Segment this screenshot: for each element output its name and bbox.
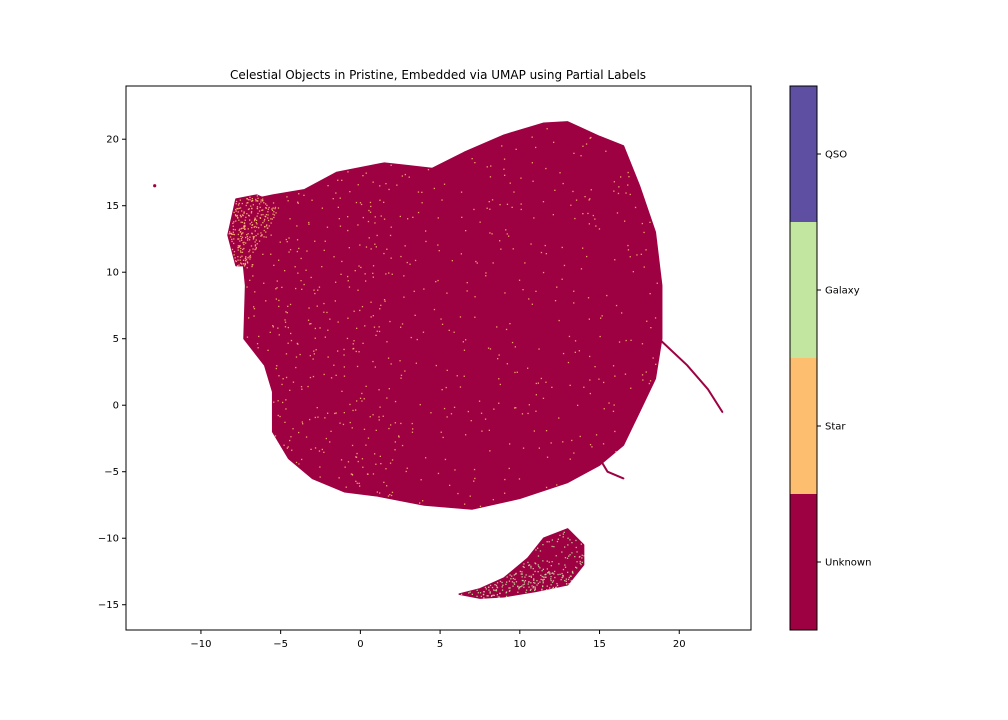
x-tick-label: 20: [673, 639, 686, 650]
x-tick-label: −5: [273, 639, 288, 650]
colorbar-label-galaxy: Galaxy: [825, 286, 860, 297]
colorbar: Unknown Star Galaxy QSO: [789, 85, 871, 631]
y-tick-label: −5: [104, 467, 119, 478]
x-tick-label: −10: [190, 639, 211, 650]
streak-2: [598, 457, 625, 480]
cluster-isolated-point: [153, 184, 157, 188]
y-axis: −15 −10 −5 0 5 10 15 20: [98, 135, 126, 611]
speckles-galaxy-lower-island: [460, 531, 585, 599]
colorbar-label-star: Star: [825, 422, 846, 433]
x-tick-label: 5: [437, 639, 443, 650]
colorbar-swatch-qso: [790, 86, 817, 222]
y-tick-label: 10: [106, 268, 119, 279]
y-tick-label: −15: [98, 600, 119, 611]
y-tick-label: 20: [106, 135, 119, 146]
x-tick-label: 0: [357, 639, 363, 650]
colorbar-label-unknown: Unknown: [825, 558, 871, 569]
streak-1: [660, 340, 724, 413]
colorbar-swatch-unknown: [790, 494, 817, 630]
chart-title: Celestial Objects in Pristine, Embedded …: [230, 68, 646, 82]
colorbar-swatch-star: [790, 358, 817, 494]
cluster-main: [240, 121, 663, 510]
y-tick-label: 0: [113, 401, 119, 412]
y-tick-label: 15: [106, 201, 119, 212]
colorbar-swatch-galaxy: [790, 222, 817, 358]
scatter-layer: [153, 121, 724, 599]
colorbar-label-qso: QSO: [825, 150, 847, 161]
x-tick-label: 15: [593, 639, 606, 650]
plot-area: −10 −5 0 5 10 15 20 −15 −10 −5 0 5 10 15 20: [98, 85, 752, 650]
plot-frame: [125, 85, 752, 631]
x-tick-label: 10: [513, 639, 526, 650]
y-tick-label: −10: [98, 534, 119, 545]
speckles-star-main: [241, 128, 658, 507]
y-tick-label: 5: [113, 334, 119, 345]
x-axis: −10 −5 0 5 10 15 20: [190, 630, 686, 650]
speckles-star-upper-left-lobe: [228, 195, 277, 267]
colorbar-frame: [789, 85, 818, 631]
